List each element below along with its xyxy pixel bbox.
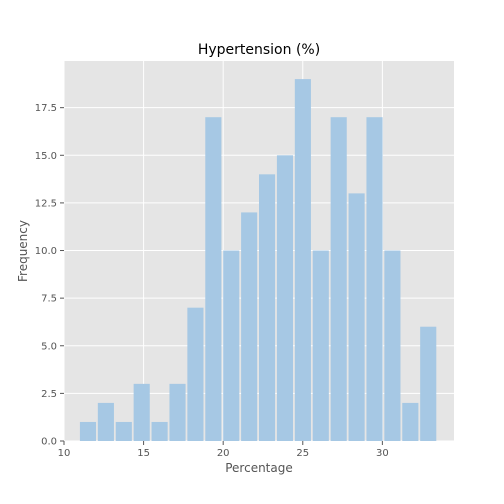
- histogram-bar: [330, 117, 347, 441]
- histogram-bar: [97, 402, 114, 441]
- histogram-bar: [115, 421, 132, 441]
- y-tick-label: 15.0: [35, 151, 57, 162]
- y-tick-label: 5.0: [41, 341, 57, 352]
- y-tick-label: 2.5: [41, 389, 57, 400]
- x-tick-label: 30: [376, 448, 389, 459]
- histogram-bar: [169, 383, 186, 441]
- bars: [79, 79, 437, 442]
- histogram-bar: [133, 383, 150, 441]
- histogram-bar: [348, 193, 365, 441]
- histogram-bar: [205, 117, 222, 441]
- histogram-bar: [79, 421, 97, 441]
- histogram-bar: [402, 402, 419, 441]
- y-axis-ticks: 0.0 2.5 5.0 7.5 10.0 12.5 15.0 17.5: [35, 103, 64, 448]
- histogram-bar: [187, 307, 204, 441]
- histogram-bar: [312, 250, 329, 441]
- y-axis-label: Frequency: [16, 220, 30, 282]
- histogram-bar: [420, 326, 437, 441]
- y-tick-label: 7.5: [41, 294, 57, 305]
- y-tick-label: 10.0: [35, 246, 57, 257]
- chart-title: Hypertension (%): [198, 42, 320, 58]
- histogram-bar: [259, 174, 276, 442]
- y-tick-label: 12.5: [35, 198, 57, 209]
- x-tick-label: 15: [137, 448, 150, 459]
- histogram-bar: [384, 250, 401, 441]
- x-axis-ticks: 10 15 20 25 30: [58, 441, 389, 459]
- x-axis-label: Percentage: [225, 461, 293, 475]
- y-tick-label: 17.5: [35, 103, 57, 114]
- histogram-bar: [294, 79, 311, 441]
- x-tick-label: 10: [58, 448, 71, 459]
- histogram-bar: [223, 250, 240, 441]
- histogram-bar: [151, 421, 168, 441]
- histogram-bar: [276, 155, 294, 442]
- x-tick-label: 20: [217, 448, 230, 459]
- x-tick-label: 25: [296, 448, 309, 459]
- histogram-bar: [241, 212, 258, 441]
- histogram-bar: [366, 117, 383, 441]
- y-tick-label: 0.0: [41, 437, 57, 448]
